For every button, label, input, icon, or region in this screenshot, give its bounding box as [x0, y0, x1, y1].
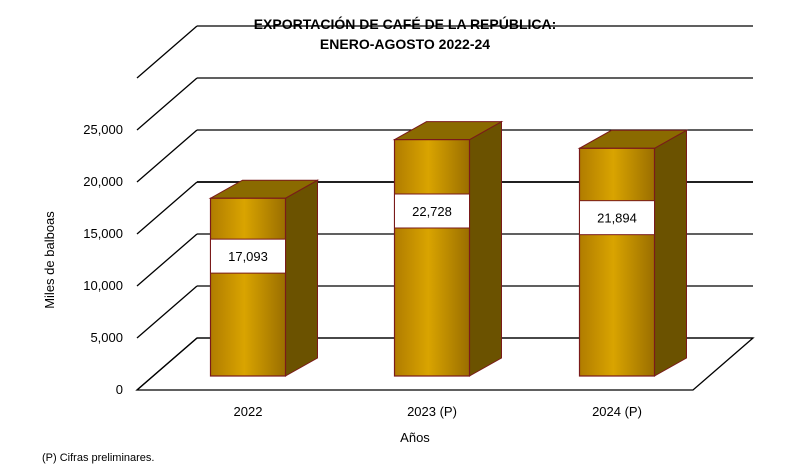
y-tick-label: 15,000: [83, 226, 123, 241]
bar-side: [285, 179, 318, 377]
gridline-diagonal: [136, 129, 198, 183]
floor-outline: [135, 337, 755, 391]
y-tick-label: 5,000: [90, 330, 123, 345]
data-label-box: [210, 238, 286, 274]
chart-title-line2: ENERO-AGOSTO 2022-24: [320, 36, 490, 52]
x-tick-label: 2024 (P): [592, 404, 642, 419]
gridline-diagonal: [136, 181, 198, 235]
data-label-box: [579, 200, 655, 236]
bar: [393, 139, 471, 377]
bars: 17,093 22,728 21,894: [208, 120, 689, 377]
data-label: 21,894: [597, 211, 637, 226]
bar-group: 17,093: [208, 179, 320, 377]
plot-floor: [135, 337, 755, 391]
bar: [209, 197, 287, 377]
data-label: 17,093: [228, 249, 268, 264]
x-tick-label: 2022: [234, 404, 263, 419]
footnote: (P) Cifras preliminares.: [42, 452, 155, 464]
bar-group: 21,894: [577, 129, 689, 377]
y-tick-label: 0: [116, 382, 123, 397]
y-tick-label: 20,000: [83, 174, 123, 189]
data-label: 22,728: [412, 204, 452, 219]
bar: [578, 147, 656, 377]
y-axis-title: Miles de balboas: [42, 211, 57, 309]
x-tick-label: 2023 (P): [407, 404, 457, 419]
x-axis-title: Años: [400, 430, 430, 445]
gridline-diagonal: [136, 77, 198, 131]
bar-side: [654, 129, 687, 377]
gridline-diagonal: [136, 25, 198, 79]
y-tick-label: 10,000: [83, 278, 123, 293]
bar-side: [469, 120, 502, 377]
gridline-diagonal: [136, 285, 198, 339]
bar-group: 22,728: [392, 120, 504, 377]
y-axis-ticks: 0 5,000 10,000 15,000 20,000 25,000: [83, 122, 123, 397]
x-axis-ticks: 2022 2023 (P) 2024 (P): [234, 404, 642, 419]
gridline-diagonal: [136, 233, 198, 287]
chart-title-line1: EXPORTACIÓN DE CAFÉ DE LA REPÚBLICA:: [254, 15, 557, 32]
data-label-box: [394, 193, 470, 229]
y-tick-label: 25,000: [83, 122, 123, 137]
